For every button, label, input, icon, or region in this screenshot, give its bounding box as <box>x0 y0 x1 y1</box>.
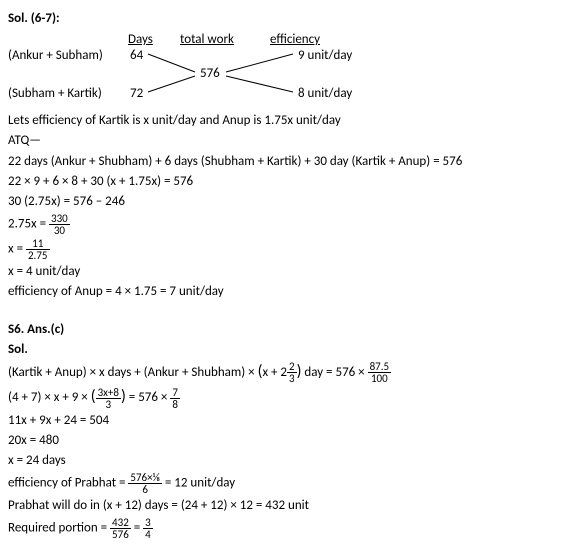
text-line: efficiency of Anup = 4 × 1.75 = 7 unit/d… <box>8 283 574 301</box>
eq-part: = <box>134 521 143 536</box>
eq-part: (4 + 7) × x + 9 × <box>8 390 91 405</box>
fraction: 33030 <box>49 213 70 236</box>
eq-prefix: x = <box>8 242 26 257</box>
fraction: 112.75 <box>26 238 50 261</box>
text-line: ATQ— <box>8 132 574 150</box>
text-line: 2.75x = 33030 <box>8 213 574 236</box>
eq-part: = 576 × <box>129 390 171 405</box>
fraction: 3x+83 <box>96 387 121 410</box>
s6-sol: Sol. <box>8 341 574 359</box>
text-line: Required portion = 432576 = 34 <box>8 517 574 540</box>
fraction: 576×⅛6 <box>128 472 162 495</box>
text-line: 22 days (Ankur + Shubham) + 6 days (Shub… <box>8 153 574 171</box>
solution-header: Sol. (6-7): <box>8 10 574 28</box>
fraction: 87.5100 <box>368 361 392 384</box>
paren: ) <box>297 362 302 381</box>
text-line: 30 (2.75x) = 576 – 246 <box>8 193 574 211</box>
eq-part: Required portion = <box>8 521 110 536</box>
fraction: 23 <box>287 361 297 384</box>
text-line: x = 24 days <box>8 452 574 470</box>
paren: ) <box>121 387 126 406</box>
eq-part: day = 576 × <box>304 365 367 380</box>
eq-part: efficiency of Prabhat = <box>8 476 128 491</box>
eq-part: (Kartik + Anup) × x days + (Ankur + Shub… <box>8 365 258 380</box>
text-line: 20x = 480 <box>8 432 574 450</box>
text-line: (Kartik + Anup) × x days + (Ankur + Shub… <box>8 361 574 384</box>
text-line: 22 × 9 + 6 × 8 + 30 (x + 1.75x) = 576 <box>8 173 574 191</box>
eq-part: x + 2 <box>262 365 287 380</box>
work-diagram: Days total work efficiency (Ankur + Subh… <box>8 32 574 102</box>
diagram-lines <box>8 32 408 102</box>
text-line: Prabhat will do in (x + 12) days = (24 +… <box>8 497 574 515</box>
fraction: 432576 <box>110 517 131 540</box>
text-line: (4 + 7) × x + 9 × (3x+83) = 576 × 78 <box>8 386 574 409</box>
eq-part: = 12 unit/day <box>165 476 235 491</box>
fraction: 78 <box>170 387 180 410</box>
fraction: 34 <box>143 517 153 540</box>
text-line: 11x + 9x + 24 = 504 <box>8 412 574 430</box>
s6-header: S6. Ans.(c) <box>8 321 574 339</box>
text-line: x = 112.75 <box>8 238 574 261</box>
text-line: Lets efficiency of Kartik is x unit/day … <box>8 112 574 130</box>
eq-prefix: 2.75x = <box>8 217 49 232</box>
text-line: x = 4 unit/day <box>8 263 574 281</box>
text-line: efficiency of Prabhat = 576×⅛6 = 12 unit… <box>8 472 574 495</box>
